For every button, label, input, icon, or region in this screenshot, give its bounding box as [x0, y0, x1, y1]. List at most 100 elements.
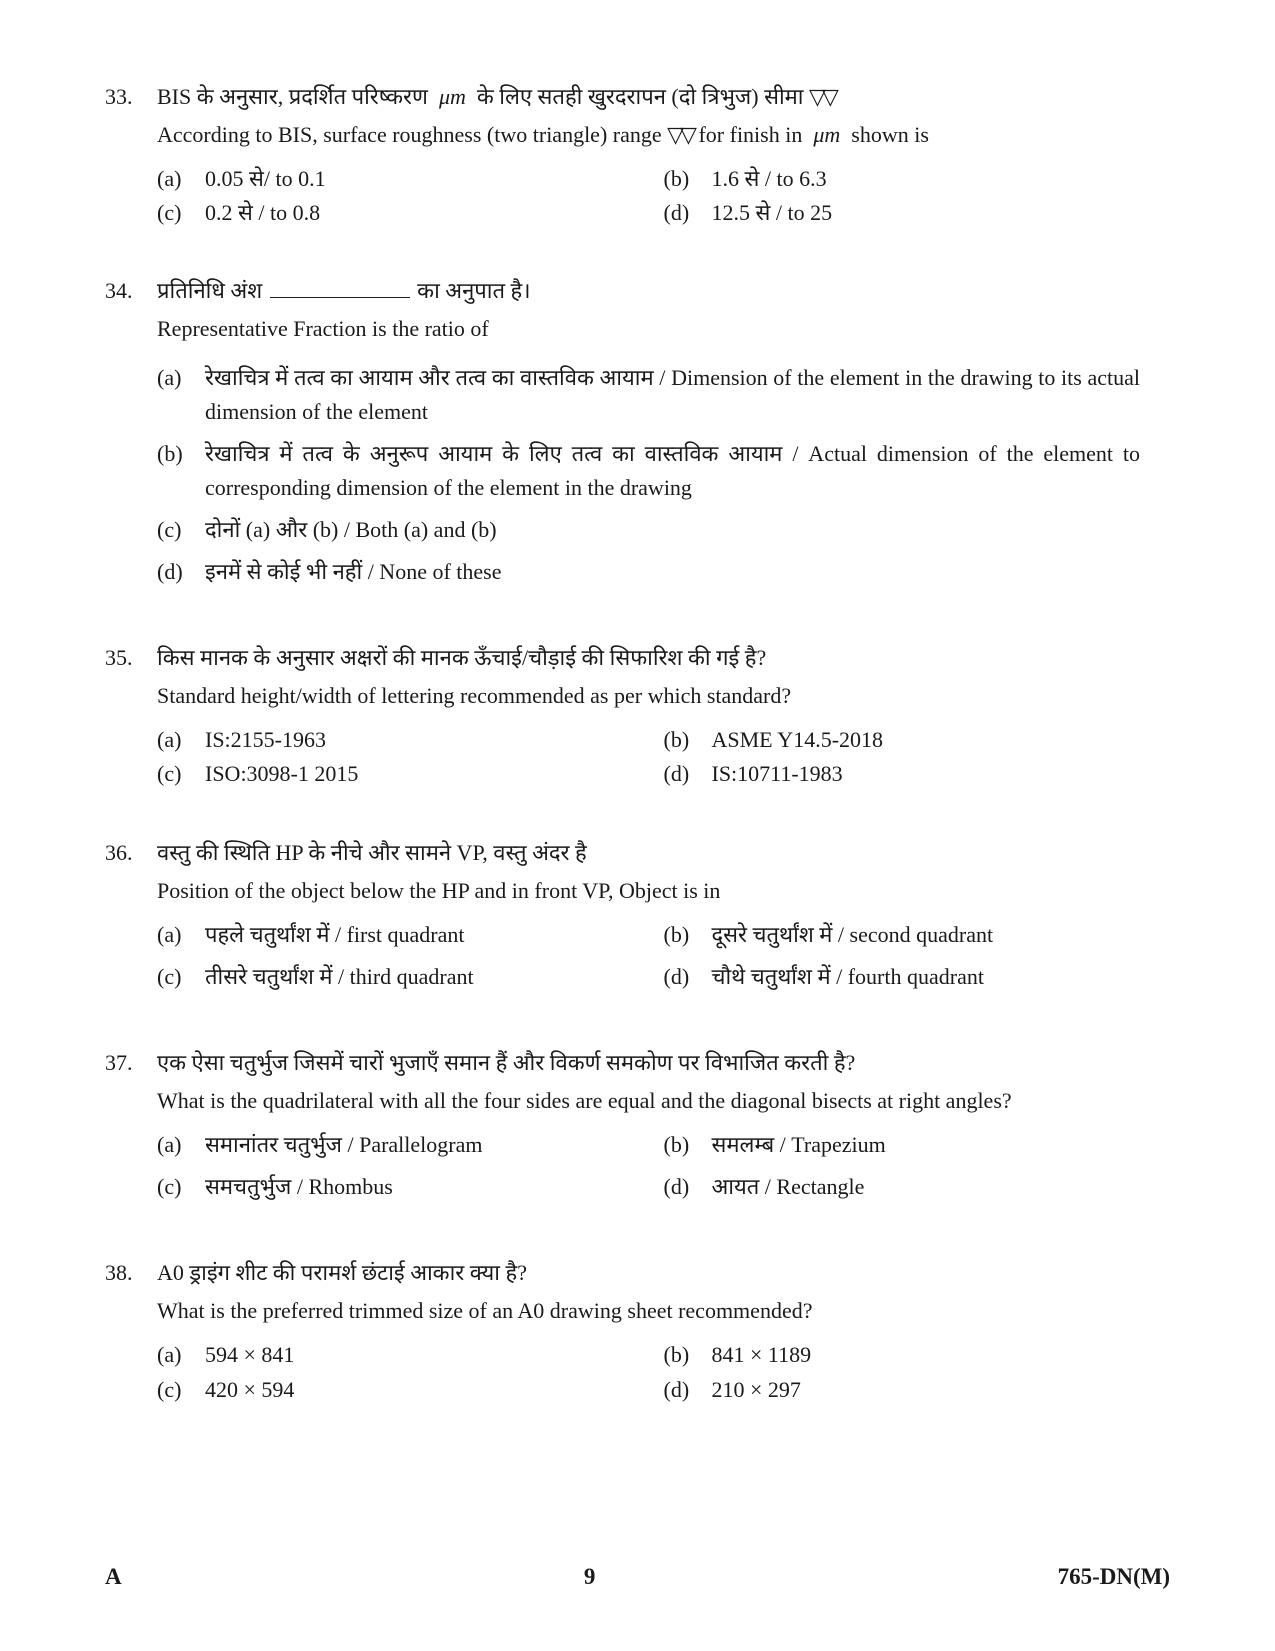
option-label: (a) — [157, 723, 205, 757]
option-label: (c) — [157, 960, 205, 994]
option-a: (a)पहले चतुर्थांश में / first quadrant — [157, 918, 664, 952]
fill-blank — [270, 275, 410, 298]
question-number: 38. — [105, 1256, 157, 1406]
option-a: (a)594 × 841 — [157, 1338, 664, 1372]
option-label: (d) — [664, 1373, 712, 1407]
option-label: (a) — [157, 1338, 205, 1372]
exam-page: 33. BIS के अनुसार, प्रदर्शित परिष्करण μm… — [0, 0, 1275, 1651]
option-text: समानांतर चतुर्भुज / Parallelogram — [205, 1128, 664, 1162]
option-label: (b) — [664, 723, 712, 757]
option-label: (c) — [157, 1170, 205, 1204]
option-label: (d) — [664, 196, 712, 230]
option-d: (d)210 × 297 — [664, 1373, 1171, 1407]
option-text: IS:10711-1983 — [712, 757, 1171, 791]
question-number: 37. — [105, 1046, 157, 1212]
stem-hindi: वस्तु की स्थिति HP के नीचे और सामने VP, … — [157, 836, 1170, 870]
option-label: (d) — [157, 555, 205, 589]
option-text: 210 × 297 — [712, 1373, 1171, 1407]
option-text: ISO:3098-1 2015 — [205, 757, 664, 791]
option-b: (b)ASME Y14.5-2018 — [664, 723, 1171, 757]
option-text: आयत / Rectangle — [712, 1170, 1171, 1204]
option-b: (b)रेखाचित्र में तत्व के अनुरूप आयाम के … — [157, 437, 1170, 505]
option-text: दूसरे चतुर्थांश में / second quadrant — [712, 918, 1171, 952]
option-a: (a)IS:2155-1963 — [157, 723, 664, 757]
question-34: 34. प्रतिनिधि अंश का अनुपात है। Represen… — [105, 274, 1170, 597]
stem-hindi: प्रतिनिधि अंश का अनुपात है। — [157, 274, 1170, 308]
question-38: 38. A0 ड्राइंग शीट की परामर्श छंटाई आकार… — [105, 1256, 1170, 1406]
option-text: 594 × 841 — [205, 1338, 664, 1372]
stem-english: Standard height/width of lettering recom… — [157, 679, 1170, 713]
footer-center: 9 — [584, 1559, 596, 1595]
option-b: (b)समलम्ब / Trapezium — [664, 1128, 1171, 1162]
footer-right: 765-DN(M) — [1058, 1559, 1170, 1595]
option-label: (b) — [664, 1128, 712, 1162]
option-label: (d) — [664, 960, 712, 994]
option-label: (a) — [157, 918, 205, 952]
option-c: (c)0.2 से / to 0.8 — [157, 196, 664, 230]
stem-hindi: एक ऐसा चतुर्भुज जिसमें चारों भुजाएँ समान… — [157, 1046, 1170, 1080]
option-label: (a) — [157, 361, 205, 429]
option-label: (c) — [157, 196, 205, 230]
option-c: (c)ISO:3098-1 2015 — [157, 757, 664, 791]
option-text: ASME Y14.5-2018 — [712, 723, 1171, 757]
option-c: (c)दोनों (a) और (b) / Both (a) and (b) — [157, 513, 1170, 547]
options: (a)रेखाचित्र में तत्व का आयाम और तत्व का… — [157, 361, 1170, 598]
footer-left: A — [105, 1559, 122, 1595]
question-37: 37. एक ऐसा चतुर्भुज जिसमें चारों भुजाएँ … — [105, 1046, 1170, 1212]
option-a: (a)0.05 से/ to 0.1 — [157, 162, 664, 196]
stem-hindi: BIS के अनुसार, प्रदर्शित परिष्करण μm के … — [157, 80, 1170, 114]
option-text: पहले चतुर्थांश में / first quadrant — [205, 918, 664, 952]
option-text: समलम्ब / Trapezium — [712, 1128, 1171, 1162]
option-c: (c)420 × 594 — [157, 1373, 664, 1407]
option-text: IS:2155-1963 — [205, 723, 664, 757]
option-text: 420 × 594 — [205, 1373, 664, 1407]
option-a: (a)समानांतर चतुर्भुज / Parallelogram — [157, 1128, 664, 1162]
option-text: 0.2 से / to 0.8 — [205, 196, 664, 230]
option-d: (d)12.5 से / to 25 — [664, 196, 1171, 230]
stem-english: Position of the object below the HP and … — [157, 874, 1170, 908]
question-number: 36. — [105, 836, 157, 1002]
option-label: (c) — [157, 1373, 205, 1407]
option-c: (c)समचतुर्भुज / Rhombus — [157, 1170, 664, 1204]
option-text: 12.5 से / to 25 — [712, 196, 1171, 230]
stem-hi-post: का अनुपात है। — [412, 278, 531, 303]
option-text: तीसरे चतुर्थांश में / third quadrant — [205, 960, 664, 994]
option-text: समचतुर्भुज / Rhombus — [205, 1170, 664, 1204]
stem-hi-pre: प्रतिनिधि अंश — [157, 278, 268, 303]
question-number: 34. — [105, 274, 157, 597]
option-label: (a) — [157, 162, 205, 196]
option-b: (b)1.6 से / to 6.3 — [664, 162, 1171, 196]
option-label: (c) — [157, 757, 205, 791]
options: (a)594 × 841 (b)841 × 1189 (c)420 × 594 … — [157, 1338, 1170, 1406]
option-label: (b) — [664, 162, 712, 196]
question-35: 35. किस मानक के अनुसार अक्षरों की मानक ऊ… — [105, 641, 1170, 791]
option-text: 1.6 से / to 6.3 — [712, 162, 1171, 196]
option-text: 841 × 1189 — [712, 1338, 1171, 1372]
option-text: रेखाचित्र में तत्व का आयाम और तत्व का वा… — [205, 361, 1170, 429]
question-number: 33. — [105, 80, 157, 230]
stem-english: What is the quadrilateral with all the f… — [157, 1084, 1170, 1118]
stem-english: Representative Fraction is the ratio of — [157, 312, 1170, 346]
option-d: (d)चौथे चतुर्थांश में / fourth quadrant — [664, 960, 1171, 994]
stem-hindi: किस मानक के अनुसार अक्षरों की मानक ऊँचाई… — [157, 641, 1170, 675]
option-b: (b)दूसरे चतुर्थांश में / second quadrant — [664, 918, 1171, 952]
option-label: (d) — [664, 1170, 712, 1204]
option-label: (a) — [157, 1128, 205, 1162]
option-d: (d)इनमें से कोई भी नहीं / None of these — [157, 555, 1170, 589]
options: (a)समानांतर चतुर्भुज / Parallelogram (b)… — [157, 1128, 1170, 1212]
options: (a)0.05 से/ to 0.1 (b)1.6 से / to 6.3 (c… — [157, 162, 1170, 230]
question-33: 33. BIS के अनुसार, प्रदर्शित परिष्करण μm… — [105, 80, 1170, 230]
option-b: (b)841 × 1189 — [664, 1338, 1171, 1372]
options: (a)IS:2155-1963 (b)ASME Y14.5-2018 (c)IS… — [157, 723, 1170, 791]
stem-english: According to BIS, surface roughness (two… — [157, 118, 1170, 152]
option-label: (b) — [157, 437, 205, 505]
option-text: चौथे चतुर्थांश में / fourth quadrant — [712, 960, 1171, 994]
option-d: (d)आयत / Rectangle — [664, 1170, 1171, 1204]
stem-hindi: A0 ड्राइंग शीट की परामर्श छंटाई आकार क्य… — [157, 1256, 1170, 1290]
option-text: दोनों (a) और (b) / Both (a) and (b) — [205, 513, 1170, 547]
options: (a)पहले चतुर्थांश में / first quadrant (… — [157, 918, 1170, 1002]
stem-english: What is the preferred trimmed size of an… — [157, 1294, 1170, 1328]
option-label: (c) — [157, 513, 205, 547]
option-text: 0.05 से/ to 0.1 — [205, 162, 664, 196]
option-text: रेखाचित्र में तत्व के अनुरूप आयाम के लिए… — [205, 437, 1170, 505]
